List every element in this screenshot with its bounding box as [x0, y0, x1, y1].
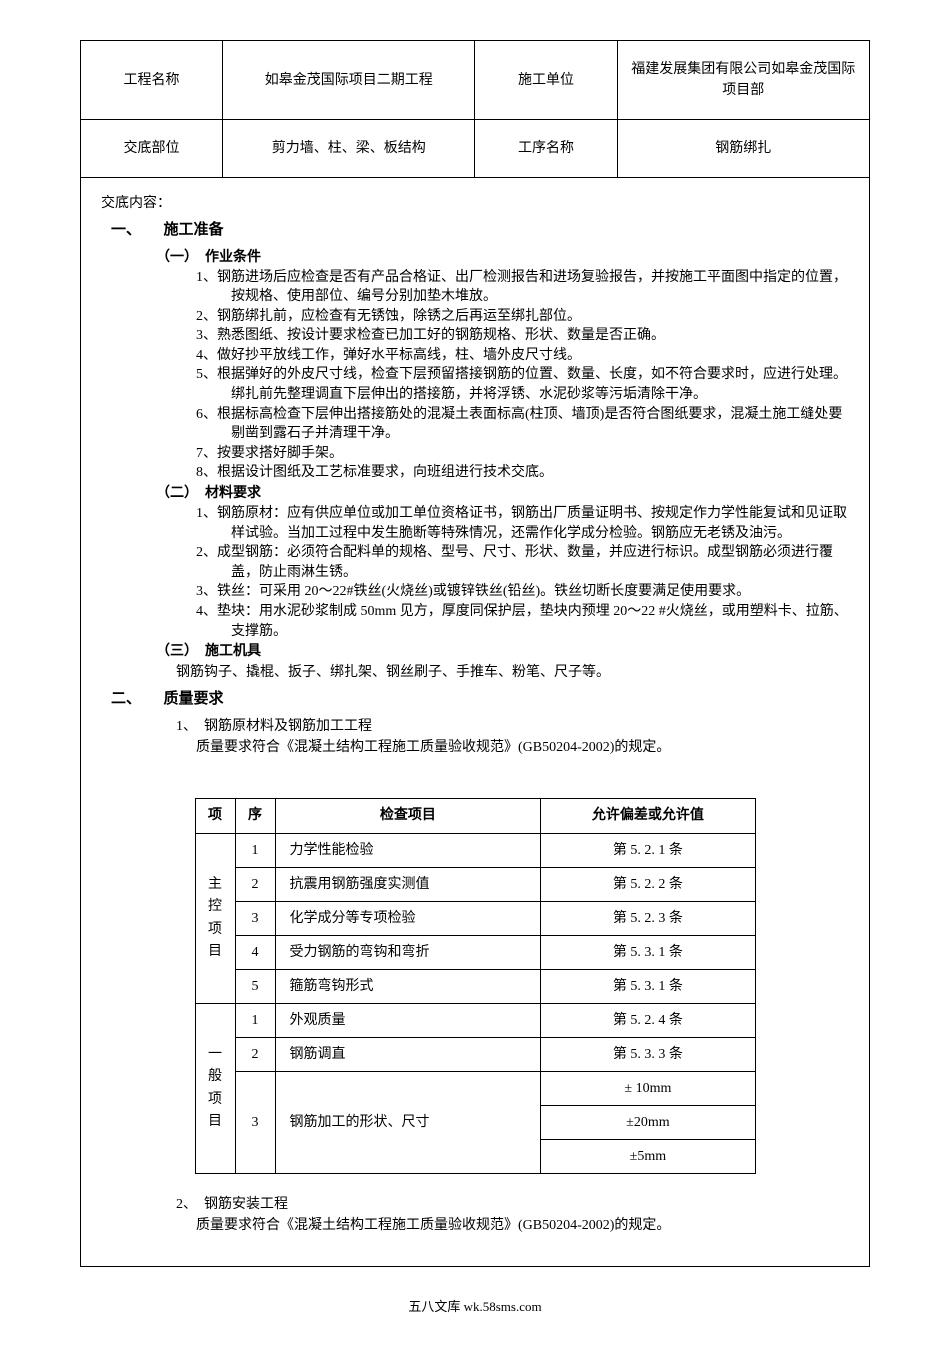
qt-main-seq-5: 5 [235, 970, 275, 1004]
qt-gen-tol-2: 第 5. 3. 3 条 [541, 1038, 755, 1072]
content-title: 交底内容： [101, 193, 849, 214]
sub3-text: 钢筋钩子、撬棍、扳子、绑扎架、钢丝刷子、手推车、粉笔、尺子等。 [176, 662, 849, 683]
section2-item1-text: 质量要求符合《混凝土结构工程施工质量验收规范》(GB50204-2002)的规定… [196, 737, 849, 758]
qt-gen-seq-2: 2 [235, 1038, 275, 1072]
qt-gen-item-1: 外观质量 [275, 1004, 541, 1038]
sub2-item-4: 4、垫块：用水泥砂浆制成 50mm 见方，厚度同保护层，垫块内预埋 20～22 … [196, 602, 849, 641]
qt-main-item-1: 力学性能检验 [275, 834, 541, 868]
sub1-item-8: 8、根据设计图纸及工艺标准要求，向班组进行技术交底。 [196, 463, 849, 483]
section2-item1-label: 1、 钢筋原材料及钢筋加工工程 [176, 716, 849, 737]
quality-table: 项 序 检查项目 允许偏差或允许值 主控项目 1 力学性能检验 第 5. 2. … [195, 798, 756, 1174]
qt-main-item-2: 抗震用钢筋强度实测值 [275, 868, 541, 902]
header-table: 工程名称 如皋金茂国际项目二期工程 施工单位 福建发展集团有限公司如皋金茂国际项… [80, 40, 870, 178]
qt-header-tolerance: 允许偏差或允许值 [541, 798, 755, 833]
section2-heading: 二、 质量要求 [111, 688, 849, 711]
qt-main-tol-5: 第 5. 3. 1 条 [541, 970, 755, 1004]
qt-processing-tol-1: ± 10mm [541, 1072, 755, 1106]
sub1-item-4: 4、做好抄平放线工作，弹好水平标高线，柱、墙外皮尺寸线。 [196, 346, 849, 366]
sub1-item-1: 1、钢筋进场后应检查是否有产品合格证、出厂检测报告和进场复验报告，并按施工平面图… [196, 268, 849, 307]
qt-main-seq-3: 3 [235, 902, 275, 936]
qt-main-tol-3: 第 5. 2. 3 条 [541, 902, 755, 936]
sub1-item-3: 3、熟悉图纸、按设计要求检查已加工好的钢筋规格、形状、数量是否正确。 [196, 326, 849, 346]
qt-processing-tol-2: ±20mm [541, 1106, 755, 1140]
qt-gen-tol-1: 第 5. 2. 4 条 [541, 1004, 755, 1038]
qt-header-seq: 序 [235, 798, 275, 833]
qt-main-tol-1: 第 5. 2. 1 条 [541, 834, 755, 868]
qt-processing-item: 钢筋加工的形状、尺寸 [275, 1072, 541, 1174]
qt-main-item-5: 箍筋弯钩形式 [275, 970, 541, 1004]
section1-heading: 一、 施工准备 [111, 219, 849, 242]
qt-header-check: 检查项目 [275, 798, 541, 833]
qt-main-category: 主控项目 [195, 834, 235, 1004]
section2-item2-label: 2、 钢筋安装工程 [176, 1194, 849, 1215]
qt-header-category: 项 [195, 798, 235, 833]
qt-gen-seq-1: 1 [235, 1004, 275, 1038]
project-name-label: 工程名称 [81, 41, 223, 120]
qt-main-tol-4: 第 5. 3. 1 条 [541, 936, 755, 970]
sub2-item-3: 3、铁丝：可采用 20～22#铁丝(火烧丝)或镀锌铁丝(铅丝)。铁丝切断长度要满… [196, 582, 849, 602]
section2-item2-text: 质量要求符合《混凝土结构工程施工质量验收规范》(GB50204-2002)的规定… [196, 1215, 849, 1236]
sub1-item-6: 6、根据标高检查下层伸出搭接筋处的混凝土表面标高(柱顶、墙顶)是否符合图纸要求，… [196, 405, 849, 444]
process-label: 工序名称 [475, 120, 617, 178]
qt-main-seq-1: 1 [235, 834, 275, 868]
qt-gen-item-2: 钢筋调直 [275, 1038, 541, 1072]
sub3-heading: （三） 施工机具 [156, 641, 849, 662]
process-value: 钢筋绑扎 [617, 120, 870, 178]
qt-general-category: 一般项目 [195, 1004, 235, 1174]
qt-main-seq-2: 2 [235, 868, 275, 902]
sub2-item-2: 2、成型钢筋：必须符合配料单的规格、型号、尺寸、形状、数量，并应进行标识。成型钢… [196, 543, 849, 582]
sub1-item-2: 2、钢筋绑扎前，应检查有无锈蚀，除锈之后再运至绑扎部位。 [196, 307, 849, 327]
qt-main-item-3: 化学成分等专项检验 [275, 902, 541, 936]
qt-processing-tol-3: ±5mm [541, 1140, 755, 1174]
sub1-heading: （一） 作业条件 [156, 247, 849, 268]
construction-unit-value: 福建发展集团有限公司如皋金茂国际项目部 [617, 41, 870, 120]
sub2-heading: （二） 材料要求 [156, 483, 849, 504]
sub1-item-5: 5、根据弹好的外皮尺寸线，检查下层预留搭接钢筋的位置、数量、长度，如不符合要求时… [196, 365, 849, 404]
qt-main-seq-4: 4 [235, 936, 275, 970]
qt-processing-seq: 3 [235, 1072, 275, 1174]
qt-main-item-4: 受力钢筋的弯钩和弯折 [275, 936, 541, 970]
footer-text: 五八文库 wk.58sms.com [80, 1297, 870, 1317]
construction-unit-label: 施工单位 [475, 41, 617, 120]
project-name-value: 如皋金茂国际项目二期工程 [223, 41, 475, 120]
content-section: 交底内容： 一、 施工准备 （一） 作业条件 1、钢筋进场后应检查是否有产品合格… [80, 178, 870, 1267]
location-label: 交底部位 [81, 120, 223, 178]
sub1-item-7: 7、按要求搭好脚手架。 [196, 444, 849, 464]
sub2-item-1: 1、钢筋原材：应有供应单位或加工单位资格证书，钢筋出厂质量证明书、按规定作力学性… [196, 504, 849, 543]
qt-main-tol-2: 第 5. 2. 2 条 [541, 868, 755, 902]
location-value: 剪力墙、柱、梁、板结构 [223, 120, 475, 178]
